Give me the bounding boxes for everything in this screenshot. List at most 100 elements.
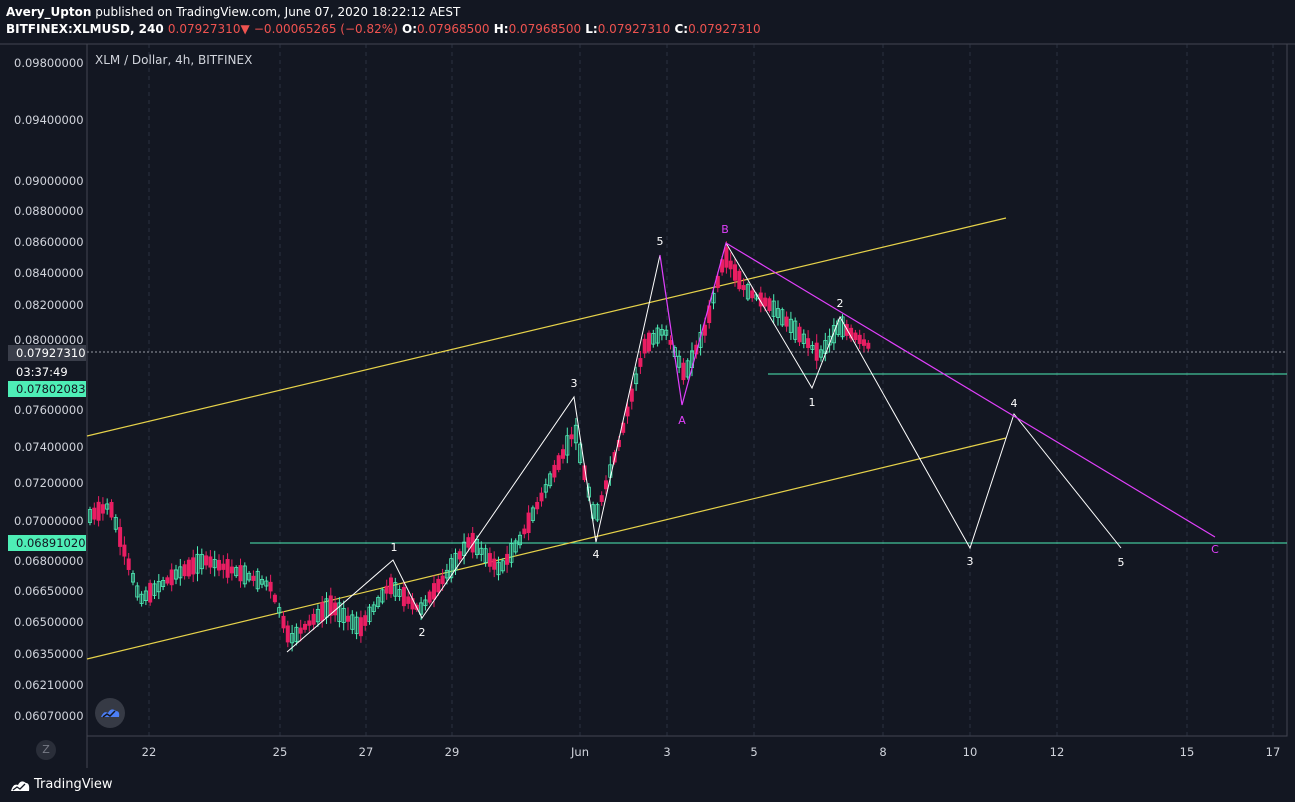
candle-body	[182, 564, 187, 577]
symbol-label[interactable]: BITFINEX:XLMUSD, 240	[6, 22, 164, 36]
candle-body	[728, 260, 733, 270]
price-tick-label: 0.07200000	[14, 476, 84, 490]
candle-body	[251, 575, 256, 581]
candle-body	[135, 585, 140, 598]
candle-body	[702, 324, 707, 336]
last-price: 0.07927310	[167, 22, 241, 36]
low-label: L:	[585, 22, 598, 36]
candle-body	[814, 342, 819, 361]
candle-body	[500, 560, 505, 572]
candle-body	[599, 495, 604, 502]
candle-body	[285, 625, 290, 643]
candle-body	[535, 501, 540, 510]
candle-body	[711, 292, 716, 304]
candle-body	[173, 569, 178, 580]
candle-body	[281, 615, 286, 629]
tradingview-brand[interactable]: TradingView	[10, 777, 113, 792]
candle-body	[294, 626, 299, 642]
candle-body	[290, 633, 295, 644]
candle-body	[311, 613, 316, 625]
channel-upper-line	[86, 217, 1007, 437]
candle-body	[341, 608, 346, 623]
candle-body	[238, 565, 243, 582]
price-change: −0.00065265 (−0.82%)	[253, 22, 398, 36]
candle-body	[556, 455, 561, 470]
candle-body	[419, 602, 424, 615]
candle-body	[462, 541, 467, 556]
candle-body	[109, 501, 114, 518]
time-tick-label: 22	[142, 745, 157, 759]
candle-body	[384, 585, 389, 594]
candle-body	[337, 602, 342, 622]
price-tick-label: 0.06650000	[14, 584, 84, 598]
candle-body	[161, 580, 166, 587]
candle-body	[143, 590, 148, 601]
candle-body	[380, 589, 385, 603]
candle-body	[771, 300, 776, 317]
candle-body	[320, 602, 325, 622]
candle-body	[277, 607, 282, 614]
candle-body	[126, 558, 131, 570]
candle-body	[212, 559, 217, 569]
high-value: 0.07968500	[508, 22, 582, 36]
wave-label: 2	[837, 297, 844, 310]
candle-body	[776, 308, 781, 318]
close-value: 0.07927310	[688, 22, 761, 36]
candle-body	[363, 615, 368, 626]
candle-body	[178, 566, 183, 579]
candle-body	[165, 577, 170, 584]
candle-body	[92, 507, 97, 520]
candle-body	[264, 580, 269, 587]
candle-body	[595, 504, 600, 521]
candle-body	[496, 561, 501, 576]
candle-body	[444, 569, 449, 579]
price-tick-label: 0.09000000	[14, 174, 84, 188]
candle-body	[88, 509, 93, 523]
candle-body	[642, 338, 647, 354]
chart-pane-border	[86, 43, 1288, 737]
candle-body	[474, 538, 479, 556]
candle-body	[681, 362, 686, 381]
candle-body	[505, 553, 510, 565]
zoom-reset-button[interactable]: Z	[36, 740, 56, 760]
candle-body	[229, 566, 234, 574]
candle-body	[487, 553, 492, 567]
author-name[interactable]: Avery_Upton	[6, 5, 92, 19]
time-tick-label: 8	[879, 745, 886, 759]
candle-body	[638, 358, 643, 367]
price-tick-label: 0.06800000	[14, 554, 84, 568]
tradingview-label: TradingView	[34, 777, 113, 792]
candle-body	[216, 559, 221, 571]
price-tick-label: 0.07600000	[14, 403, 84, 417]
candle-body	[255, 570, 260, 590]
candle-body	[518, 534, 523, 546]
time-tick-label: 17	[1266, 745, 1281, 759]
candle-body	[810, 344, 815, 350]
candle-body	[840, 316, 845, 338]
candle-body	[345, 615, 350, 622]
candle-body	[431, 583, 436, 600]
candle-body	[247, 572, 252, 581]
candle-body	[113, 517, 118, 530]
candle-body	[105, 503, 110, 510]
candle-body	[208, 556, 213, 568]
candle-body	[307, 620, 312, 626]
time-tick-label: 29	[445, 745, 460, 759]
candle-body	[315, 608, 320, 623]
candle-body	[96, 501, 101, 521]
price-tick-label: 0.08400000	[14, 266, 84, 280]
candle-body	[767, 298, 772, 311]
candle-body	[565, 435, 570, 456]
wave-label: A	[678, 414, 686, 427]
candle-body	[733, 264, 738, 281]
candle-body	[788, 318, 793, 333]
candle-body	[741, 285, 746, 291]
level-tag-upper: 0.07802083	[8, 381, 86, 397]
wave-label: 1	[391, 541, 398, 554]
high-label: H:	[493, 22, 509, 36]
wave-label: 5	[657, 235, 664, 248]
candle-body	[698, 331, 703, 348]
countdown-tag: 03:37:49	[8, 364, 86, 380]
candle-body	[853, 332, 858, 341]
